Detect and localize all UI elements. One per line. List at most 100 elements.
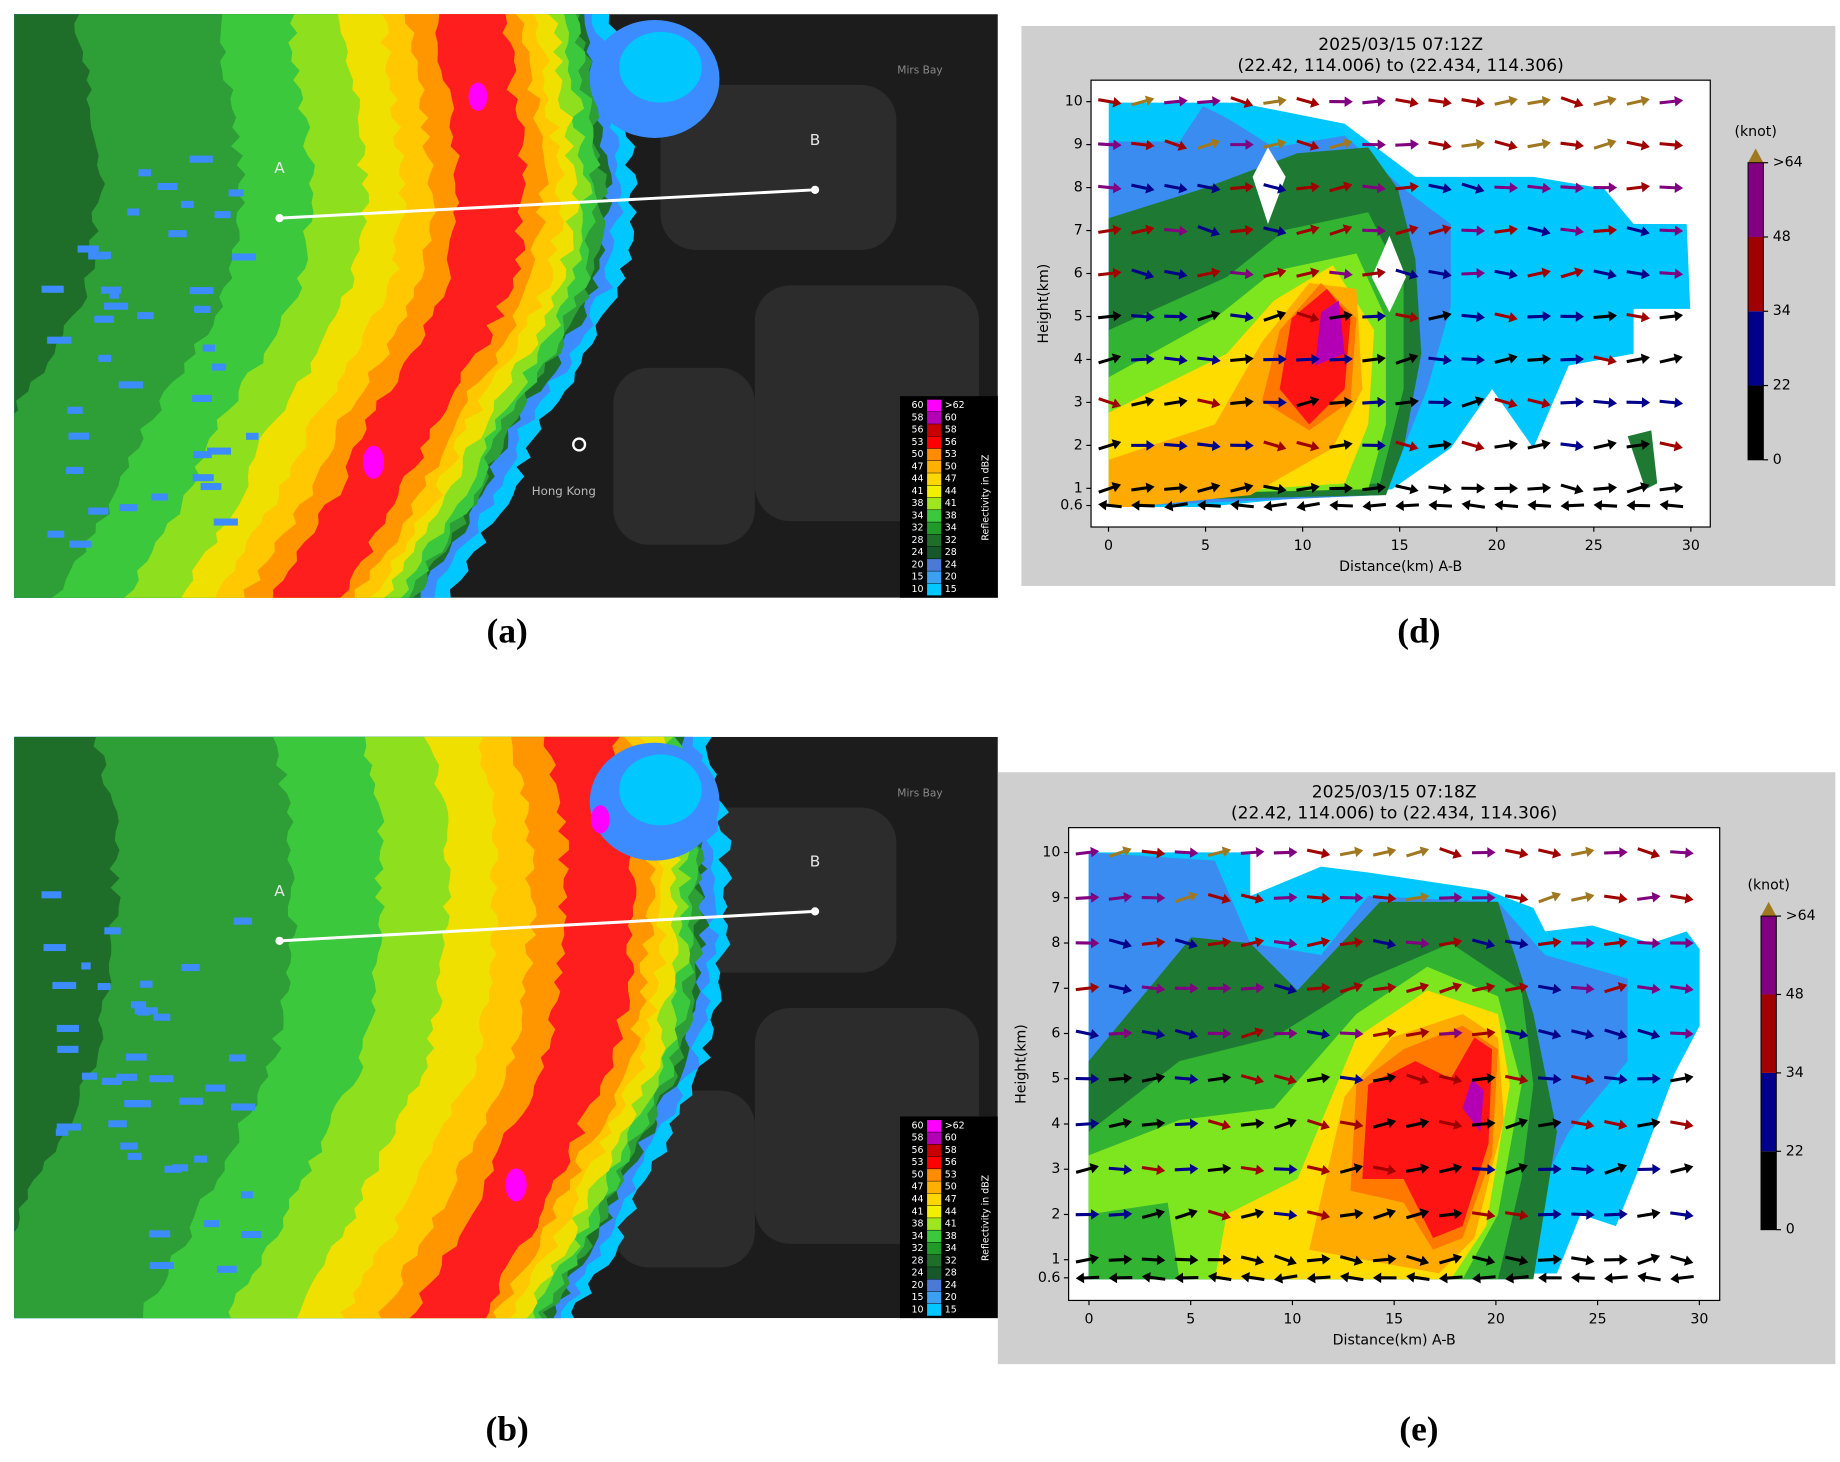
wind-arrow (1472, 938, 1496, 950)
reflectivity-speck (194, 1155, 207, 1163)
legend-value: 53 (912, 1157, 924, 1168)
reflectivity-speck (241, 1230, 262, 1239)
wind-arrow (1108, 846, 1132, 858)
legend-swatch (927, 1156, 942, 1169)
reflectivity-speck (124, 1099, 145, 1108)
wind-arrow (1571, 1119, 1595, 1130)
wind-arrow (1626, 181, 1651, 193)
reflectivity-speck (55, 1128, 69, 1136)
legend-swatch (927, 1230, 942, 1243)
legend-value: 28 (945, 547, 957, 558)
point-b-dot (810, 185, 820, 194)
wind-arrow (1329, 96, 1353, 107)
reflectivity-speck (52, 981, 77, 989)
wind-arrow (1240, 1255, 1265, 1266)
panel-label: (e) (1399, 1409, 1438, 1449)
y-tick-label: 5 (1074, 308, 1083, 324)
y-tick-label: 4 (1074, 351, 1083, 367)
legend-value: 15 (945, 1304, 957, 1315)
wind-arrow (1626, 439, 1651, 451)
reflectivity-speck (211, 363, 226, 371)
legend-value: 56 (912, 1145, 924, 1156)
y-axis-label: Height(km) (1036, 264, 1052, 344)
point-b-label: B (810, 131, 821, 149)
colorbar-band (1760, 1072, 1777, 1152)
wind-arrow (1637, 1208, 1661, 1220)
wind-arrow (1471, 1027, 1496, 1039)
wind-arrow (1438, 1028, 1463, 1039)
wind-arrow (1670, 847, 1694, 859)
chart-subtitle: (22.42, 114.006) to (22.434, 114.306) (1231, 804, 1557, 824)
wind-arrow (1560, 500, 1585, 511)
x-tick-label: 15 (1391, 538, 1409, 554)
wind-arrow (1164, 396, 1188, 408)
legend-swatch (927, 460, 942, 473)
wind-arrow (1461, 354, 1485, 365)
legend-swatch (927, 473, 942, 486)
legend-value: >62 (945, 1120, 965, 1131)
wind-arrow (1593, 310, 1618, 322)
wind-arrow (1405, 938, 1430, 949)
x-tick-label: 0 (1104, 538, 1113, 554)
wind-arrow (1571, 1255, 1595, 1266)
wind-arrow (1670, 1028, 1694, 1039)
wind-arrow (1098, 267, 1122, 279)
wind-arrow (1362, 139, 1386, 150)
wind-arrow (1637, 1028, 1661, 1040)
wind-arrow (1296, 500, 1320, 512)
wind-arrow (1571, 891, 1595, 903)
wind-arrow (1461, 440, 1485, 452)
wind-arrow (1075, 892, 1100, 903)
wind-arrow (1438, 937, 1463, 948)
land (613, 367, 755, 545)
wind-arrow (1362, 396, 1386, 408)
legend-value: 58 (912, 412, 924, 423)
wind-arrow (1527, 353, 1552, 365)
reflectivity-speck (151, 493, 169, 501)
wind-arrow (1197, 482, 1221, 493)
legend-swatch (927, 571, 942, 584)
y-tick-label: 0.6 (1060, 498, 1083, 514)
reflectivity-speck (171, 1164, 189, 1172)
wind-arrow (1273, 938, 1298, 949)
wind-arrow (1174, 982, 1199, 994)
wind-arrow (1372, 892, 1397, 904)
wind-arrow (1174, 1163, 1199, 1175)
reflectivity-speck (137, 1008, 151, 1016)
wind-arrow (1263, 354, 1287, 365)
wind-arrow (1405, 1163, 1430, 1174)
legend-value: 34 (945, 1243, 957, 1254)
wind-arrow (1075, 1253, 1100, 1265)
wind-arrow (1494, 439, 1518, 451)
wind-arrow (1108, 1118, 1133, 1129)
wind-arrow (1273, 983, 1297, 995)
wind-arrow (1197, 397, 1221, 409)
wind-arrow (1207, 846, 1232, 857)
wind-arrow (1406, 1254, 1430, 1266)
wind-arrow (1240, 1074, 1264, 1085)
colorbar-tick-label: 48 (1786, 986, 1804, 1002)
legend-value: 50 (912, 449, 924, 460)
colorbar-tick-label: 22 (1773, 378, 1791, 394)
wind-arrow (1461, 311, 1485, 323)
wind-arrow (1637, 847, 1661, 859)
wind-arrow (1395, 440, 1419, 452)
wind-arrow (1527, 267, 1551, 278)
wind-arrow (1670, 1163, 1694, 1174)
wind-arrow (1560, 311, 1585, 322)
reflectivity-speck (97, 983, 111, 991)
wind-arrow (1670, 1072, 1694, 1084)
wind-arrow (1197, 267, 1221, 278)
wind-arrow (1527, 138, 1551, 150)
wind-arrow (1141, 983, 1166, 994)
wind-arrow (1339, 1073, 1364, 1085)
legend-value: 38 (912, 498, 924, 509)
y-tick-label: 10 (1065, 94, 1083, 110)
wind-arrow (1428, 439, 1452, 451)
cross-section-line (279, 188, 816, 220)
wind-arrow (1098, 224, 1122, 236)
wind-arrow (1438, 892, 1463, 903)
legend-value: 53 (945, 449, 957, 460)
